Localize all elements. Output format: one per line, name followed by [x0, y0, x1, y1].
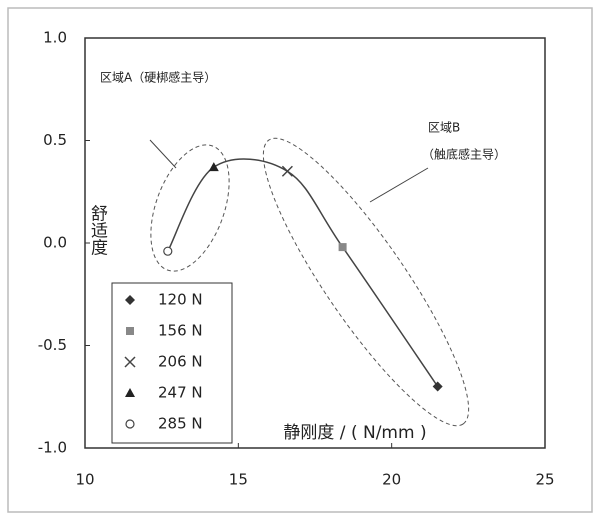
y-tick-label: -1.0: [38, 439, 67, 457]
y-tick-label: -0.5: [38, 336, 67, 354]
legend-swatch: [124, 356, 136, 368]
legend-label: 247 N: [158, 384, 203, 402]
outer-frame: [7, 7, 593, 513]
annotation: 区域A（硬梆感主导）: [100, 70, 216, 85]
x-tick-label: 10: [75, 471, 94, 489]
annotation: （触底感主导）: [422, 147, 506, 162]
y-axis-label: 舒适度: [87, 204, 108, 255]
legend-swatch: [125, 419, 135, 429]
region-a-ellipse: [150, 144, 230, 272]
y-tick-label: 0.5: [43, 131, 67, 149]
legend-swatch: [125, 388, 135, 397]
point: [432, 381, 443, 392]
x-axis-label: 静刚度 / ( N/mm ): [283, 423, 426, 443]
region-b-leader: [369, 167, 429, 203]
point: [281, 165, 293, 177]
legend-label: 156 N: [158, 322, 203, 340]
legend-label: 206 N: [158, 353, 203, 371]
point: [163, 246, 173, 256]
x-tick-label: 15: [229, 471, 248, 489]
region-b-ellipse: [262, 137, 470, 427]
legend-swatch: [125, 295, 135, 305]
x-tick-label: 25: [535, 471, 554, 489]
legend-swatch: [126, 327, 134, 335]
legend-label: 120 N: [158, 291, 203, 309]
region-a-leader: [149, 139, 177, 169]
point: [208, 162, 219, 172]
legend-label: 285 N: [158, 415, 203, 433]
x-tick-label: 20: [382, 471, 401, 489]
y-tick-label: 1.0: [43, 29, 67, 47]
annotation: 区域B: [428, 121, 460, 135]
y-tick-label: 0.0: [43, 234, 67, 252]
point: [338, 243, 347, 252]
